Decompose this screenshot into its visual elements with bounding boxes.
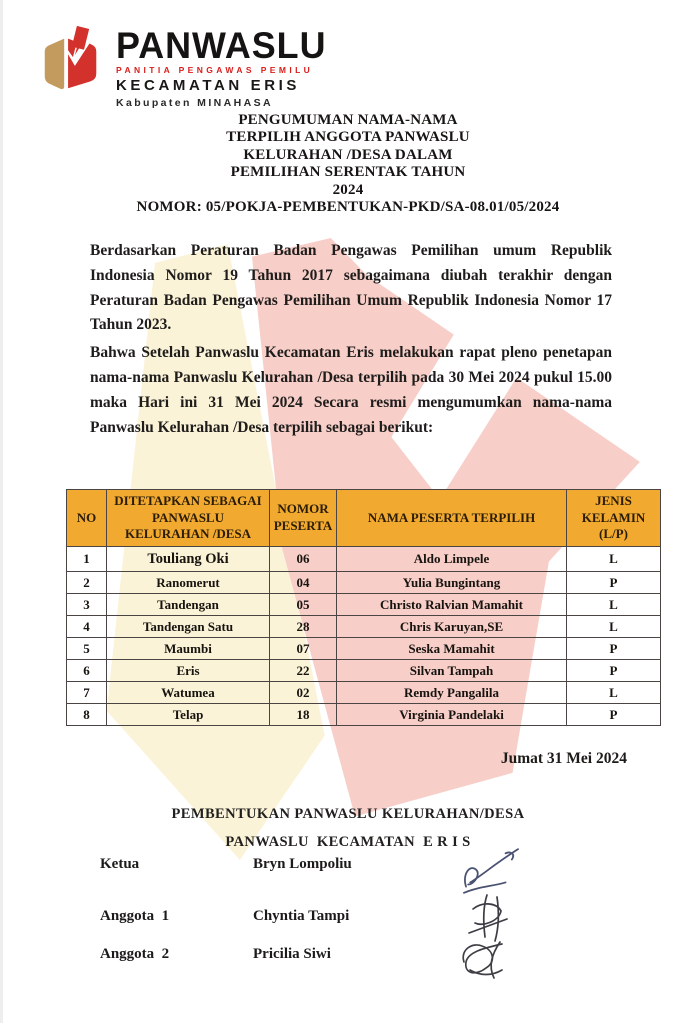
signatory-role: Anggota 2	[100, 946, 170, 962]
table-cell: Maumbi	[106, 637, 270, 660]
table-cell: Virginia Pandelaki	[336, 703, 567, 726]
signature-ink-anggota2	[462, 941, 503, 979]
table-cell: L	[566, 615, 661, 638]
table-row: 7 Watumea 02 Remdy Pangalila L	[66, 681, 661, 704]
signatory-row: Anggota 1 Chyntia Tampi	[0, 908, 696, 928]
org-name: PANWASLU	[116, 25, 327, 66]
title-line: PEMILIHAN SERENTAK TAHUN	[230, 164, 466, 181]
table-cell: 4	[66, 615, 107, 638]
title-line: KELURAHAN /DESA DALAM	[243, 146, 453, 163]
table-cell: 06	[269, 546, 337, 572]
table-cell: L	[566, 593, 661, 616]
table-cell: Touliang Oki	[106, 546, 270, 572]
table-cell: Aldo Limpele	[336, 546, 567, 572]
signatory-row: Anggota 2 Pricilia Siwi	[0, 946, 696, 966]
table-row: 8 Telap 18 Virginia Pandelaki P	[66, 703, 661, 726]
table-cell: 6	[66, 659, 107, 682]
footer-heading-2: PANWASLU KECAMATAN E R I S	[225, 834, 471, 850]
column-header: NAMA PESERTA TERPILIH	[336, 489, 567, 547]
table-row: 3 Tandengan 05 Christo Ralvian Mamahit L	[66, 593, 661, 616]
date-line: Jumat 31 Mei 2024	[500, 750, 627, 767]
table-cell: 7	[66, 681, 107, 704]
table-cell: P	[566, 571, 661, 594]
table-cell: 5	[66, 637, 107, 660]
panwaslu-ballot-box-icon	[44, 24, 97, 90]
column-header: NO	[66, 489, 107, 547]
table-cell: 05	[269, 593, 337, 616]
table-cell: P	[566, 703, 661, 726]
body-text: Berdasarkan Peraturan Badan Pengawas Pem…	[90, 239, 612, 443]
column-header: JENIS KELAMIN (L/P)	[566, 489, 661, 547]
table-cell: 3	[66, 593, 107, 616]
table-body: 1 Touliang Oki 06 Aldo Limpele L 2 Ranomerut 04…	[66, 546, 661, 726]
signatory-name: Chyntia Tampi	[253, 908, 350, 924]
table-header-row: NO DITETAPKAN SEBAGAI PANWASLU KELURAHAN …	[66, 489, 661, 547]
table-cell: 22	[269, 659, 337, 682]
table-cell: 28	[269, 615, 337, 638]
table-cell: Ranomerut	[106, 571, 270, 594]
table-cell: Silvan Tampah	[336, 659, 567, 682]
table-cell: 8	[66, 703, 107, 726]
column-header: NOMOR PESERTA	[269, 489, 337, 547]
table-cell: L	[566, 681, 661, 704]
table-row: 2 Ranomerut 04 Yulia Bungintang P	[66, 571, 661, 594]
title-line: TERPILIH ANGGOTA PANWASLU	[226, 129, 470, 146]
table-cell: Tandengan	[106, 593, 270, 616]
table-cell: 2	[66, 571, 107, 594]
signatory-role: Anggota 1	[100, 908, 170, 924]
table-cell: P	[566, 637, 661, 660]
title-block: PENGUMUMAN NAMA-NAMA TERPILIH ANGGOTA PAN…	[0, 112, 696, 216]
letterhead: PANWASLU PANITIA PENGAWAS PEMILU KECAMAT…	[36, 24, 333, 109]
title-line: NOMOR: 05/POKJA-PEMBENTUKAN-PKD/SA-08.01…	[136, 199, 560, 216]
signature-ink-anggota1	[468, 894, 508, 942]
table-cell: P	[566, 659, 661, 682]
table-row: 6 Eris 22 Silvan Tampah P	[66, 659, 661, 682]
column-header: DITETAPKAN SEBAGAI PANWASLU KELURAHAN /D…	[106, 489, 270, 547]
table-cell: Eris	[106, 659, 270, 682]
table-cell: Telap	[106, 703, 270, 726]
table-row: 5 Maumbi 07 Seska Mamahit P	[66, 637, 661, 660]
signatory-row: Ketua Bryn Lompoliu	[0, 856, 696, 876]
org-subtitle: PANITIA PENGAWAS PEMILU	[116, 65, 314, 75]
title-line: 2024	[332, 181, 364, 198]
table-cell: Watumea	[106, 681, 270, 704]
org-region: KECAMATAN ERIS	[116, 77, 301, 94]
results-table: NO DITETAPKAN SEBAGAI PANWASLU KELURAHAN …	[66, 489, 661, 726]
org-regency: Kabupaten MINAHASA	[116, 97, 273, 109]
table-cell: Seska Mamahit	[336, 637, 567, 660]
table-cell: Christo Ralvian Mamahit	[336, 593, 567, 616]
signatory-name: Bryn Lompoliu	[253, 856, 352, 872]
paragraph: Berdasarkan Peraturan Badan Pengawas Pem…	[90, 242, 612, 334]
table-cell: 07	[269, 637, 337, 660]
table-cell: Chris Karuyan,SE	[336, 615, 567, 638]
table-cell: 1	[66, 546, 107, 572]
signatory-name: Pricilia Siwi	[253, 946, 331, 962]
paragraph: Bahwa Setelah Panwaslu Kecamatan Eris me…	[90, 344, 612, 436]
signature-ink-ketua	[463, 848, 519, 894]
table-row: 1 Touliang Oki 06 Aldo Limpele L	[66, 546, 661, 572]
table-cell: Yulia Bungintang	[336, 571, 567, 594]
title-line: PENGUMUMAN NAMA-NAMA	[238, 112, 458, 128]
table-row: 4 Tandengan Satu 28 Chris Karuyan,SE L	[66, 615, 661, 638]
table-cell: 18	[269, 703, 337, 726]
table-cell: L	[566, 546, 661, 572]
signatory-role: Ketua	[100, 856, 140, 872]
footer-heading-1: PEMBENTUKAN PANWASLU KELURAHAN/DESA	[171, 806, 525, 822]
table-cell: 02	[269, 681, 337, 704]
table-cell: Remdy Pangalila	[336, 681, 567, 704]
table-cell: Tandengan Satu	[106, 615, 270, 638]
scan-edge	[0, 0, 3, 1023]
table-cell: 04	[269, 571, 337, 594]
